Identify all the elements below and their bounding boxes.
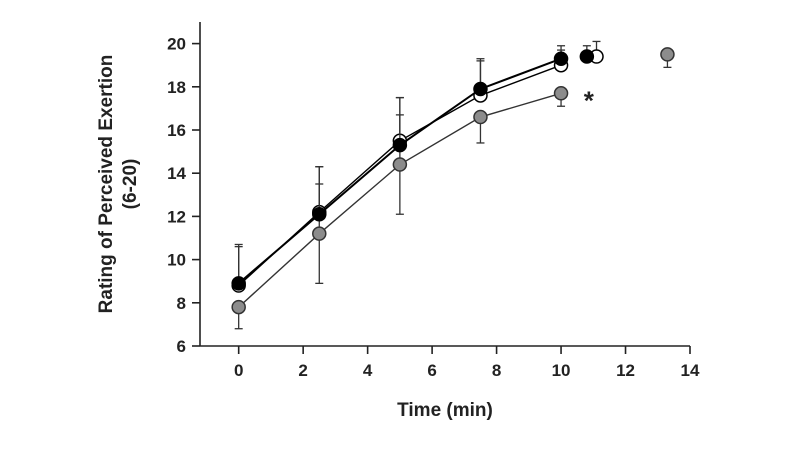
series-gray-circle <box>231 47 675 330</box>
data-point <box>392 157 408 172</box>
axis-labels: Time (min) Rating of Perceived Exertion … <box>96 55 493 421</box>
y-axis-title: Rating of Perceived Exertion <box>96 55 117 314</box>
end-point <box>579 49 595 64</box>
x-tick-label: 0 <box>234 361 243 380</box>
y-tick-label: 8 <box>177 294 186 313</box>
data-point <box>553 86 569 101</box>
data-point <box>553 51 569 66</box>
x-tick-label: 4 <box>363 361 373 380</box>
x-tick-label: 6 <box>427 361 436 380</box>
data-point <box>312 226 327 241</box>
x-axis-title: Time (min) <box>397 400 493 421</box>
data-point <box>231 299 246 315</box>
data-point <box>473 109 488 125</box>
x-tick-label: 10 <box>552 361 571 380</box>
axes: 6 8 10 12 14 16 18 20 0 2 4 6 8 10 12 14 <box>167 22 700 380</box>
x-tick-label: 2 <box>298 361 307 380</box>
y-tick-label: 6 <box>177 337 186 356</box>
x-tick-label: 14 <box>681 361 700 380</box>
y-tick-label: 14 <box>167 164 186 183</box>
y-tick-label: 18 <box>167 78 186 97</box>
data-point <box>392 137 408 153</box>
y-tick-label: 16 <box>167 121 186 140</box>
series-filled-circle <box>231 45 595 291</box>
x-tick-label: 12 <box>616 361 635 380</box>
end-point <box>660 47 675 62</box>
y-tick-label: 10 <box>167 251 186 270</box>
series-layer: * <box>231 40 675 330</box>
x-tick-label: 8 <box>492 361 501 380</box>
data-point <box>312 206 327 222</box>
data-point <box>473 81 488 97</box>
data-point <box>231 276 246 291</box>
y-tick-label: 20 <box>167 35 186 54</box>
y-tick-label: 12 <box>167 207 186 226</box>
series-open-circle <box>231 40 604 293</box>
y-axis-title-unit: (6-20) <box>120 159 141 210</box>
significance-asterisk: * <box>584 85 595 115</box>
